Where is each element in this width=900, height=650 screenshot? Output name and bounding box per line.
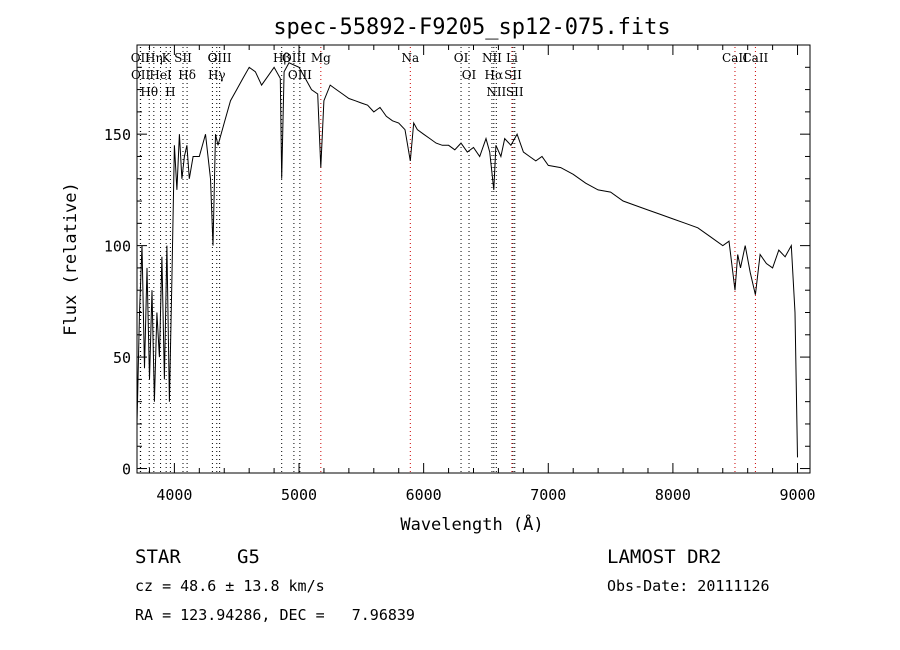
line-marker-label: SII bbox=[506, 85, 524, 99]
line-marker-label: SII bbox=[174, 51, 192, 65]
y-tick-label: 150 bbox=[104, 126, 131, 144]
y-tick-label: 100 bbox=[104, 238, 131, 256]
line-marker-label: SII bbox=[504, 68, 522, 82]
obs-date: Obs-Date: 20111126 bbox=[607, 577, 770, 595]
line-marker-label: Hθ bbox=[140, 85, 158, 99]
x-tick-label: 5000 bbox=[281, 486, 317, 504]
line-marker-label: OIII bbox=[282, 51, 306, 65]
x-tick-label: 8000 bbox=[655, 486, 691, 504]
line-marker-label: OI bbox=[462, 68, 477, 82]
line-marker-label: Hη bbox=[145, 51, 163, 65]
coordinates-readout: RA = 123.94286, DEC = 7.96839 bbox=[135, 606, 415, 624]
line-marker-label: Li bbox=[506, 51, 518, 65]
x-axis-ticks: 4000 5000 6000 7000 8000 9000 bbox=[148, 45, 816, 504]
x-tick-label: 4000 bbox=[156, 486, 192, 504]
plot-frame bbox=[136, 44, 811, 474]
line-marker-label: G bbox=[208, 51, 218, 65]
line-marker-label: Hγ bbox=[208, 68, 226, 82]
x-tick-label: 6000 bbox=[406, 486, 442, 504]
line-marker-label: Na bbox=[401, 51, 419, 65]
line-marker-label: HeI bbox=[149, 68, 172, 82]
survey-label: LAMOST DR2 bbox=[607, 546, 721, 568]
line-marker-label: NII bbox=[486, 85, 506, 99]
x-tick-label: 7000 bbox=[530, 486, 566, 504]
line-marker-label: OII bbox=[131, 51, 151, 65]
line-marker-label: Mg bbox=[311, 51, 331, 65]
y-axis-label: Flux (relative) bbox=[61, 182, 81, 336]
line-marker-label: CaII bbox=[722, 51, 748, 65]
line-marker-label: OI bbox=[454, 51, 469, 65]
line-marker-label: OIII bbox=[208, 51, 232, 65]
y-tick-label: 50 bbox=[113, 349, 131, 367]
x-axis-label: Wavelength (Å) bbox=[400, 513, 543, 535]
line-marker-label: H bbox=[165, 85, 175, 99]
line-marker-label: NII bbox=[482, 51, 502, 65]
line-marker-label: Hβ bbox=[273, 51, 290, 65]
line-marker-label: CaII bbox=[742, 51, 768, 65]
chart-title: spec-55892-F9205_sp12-075.fits bbox=[273, 15, 670, 40]
cz-readout: cz = 48.6 ± 13.8 km/s bbox=[135, 577, 325, 595]
line-marker-label: OII bbox=[131, 68, 151, 82]
y-axis-ticks: 0 50 100 150 bbox=[104, 66, 810, 479]
x-tick-label: 9000 bbox=[779, 486, 815, 504]
object-class: STAR bbox=[135, 546, 181, 568]
line-marker-label: Hα bbox=[485, 68, 504, 82]
line-marker-label: Hδ bbox=[178, 68, 196, 82]
line-marker-label: K bbox=[162, 51, 172, 65]
spectrum-series-line bbox=[136, 62, 798, 458]
object-subclass: G5 bbox=[237, 546, 260, 568]
line-marker-label: OIII bbox=[288, 68, 312, 82]
y-tick-label: 0 bbox=[122, 461, 131, 479]
